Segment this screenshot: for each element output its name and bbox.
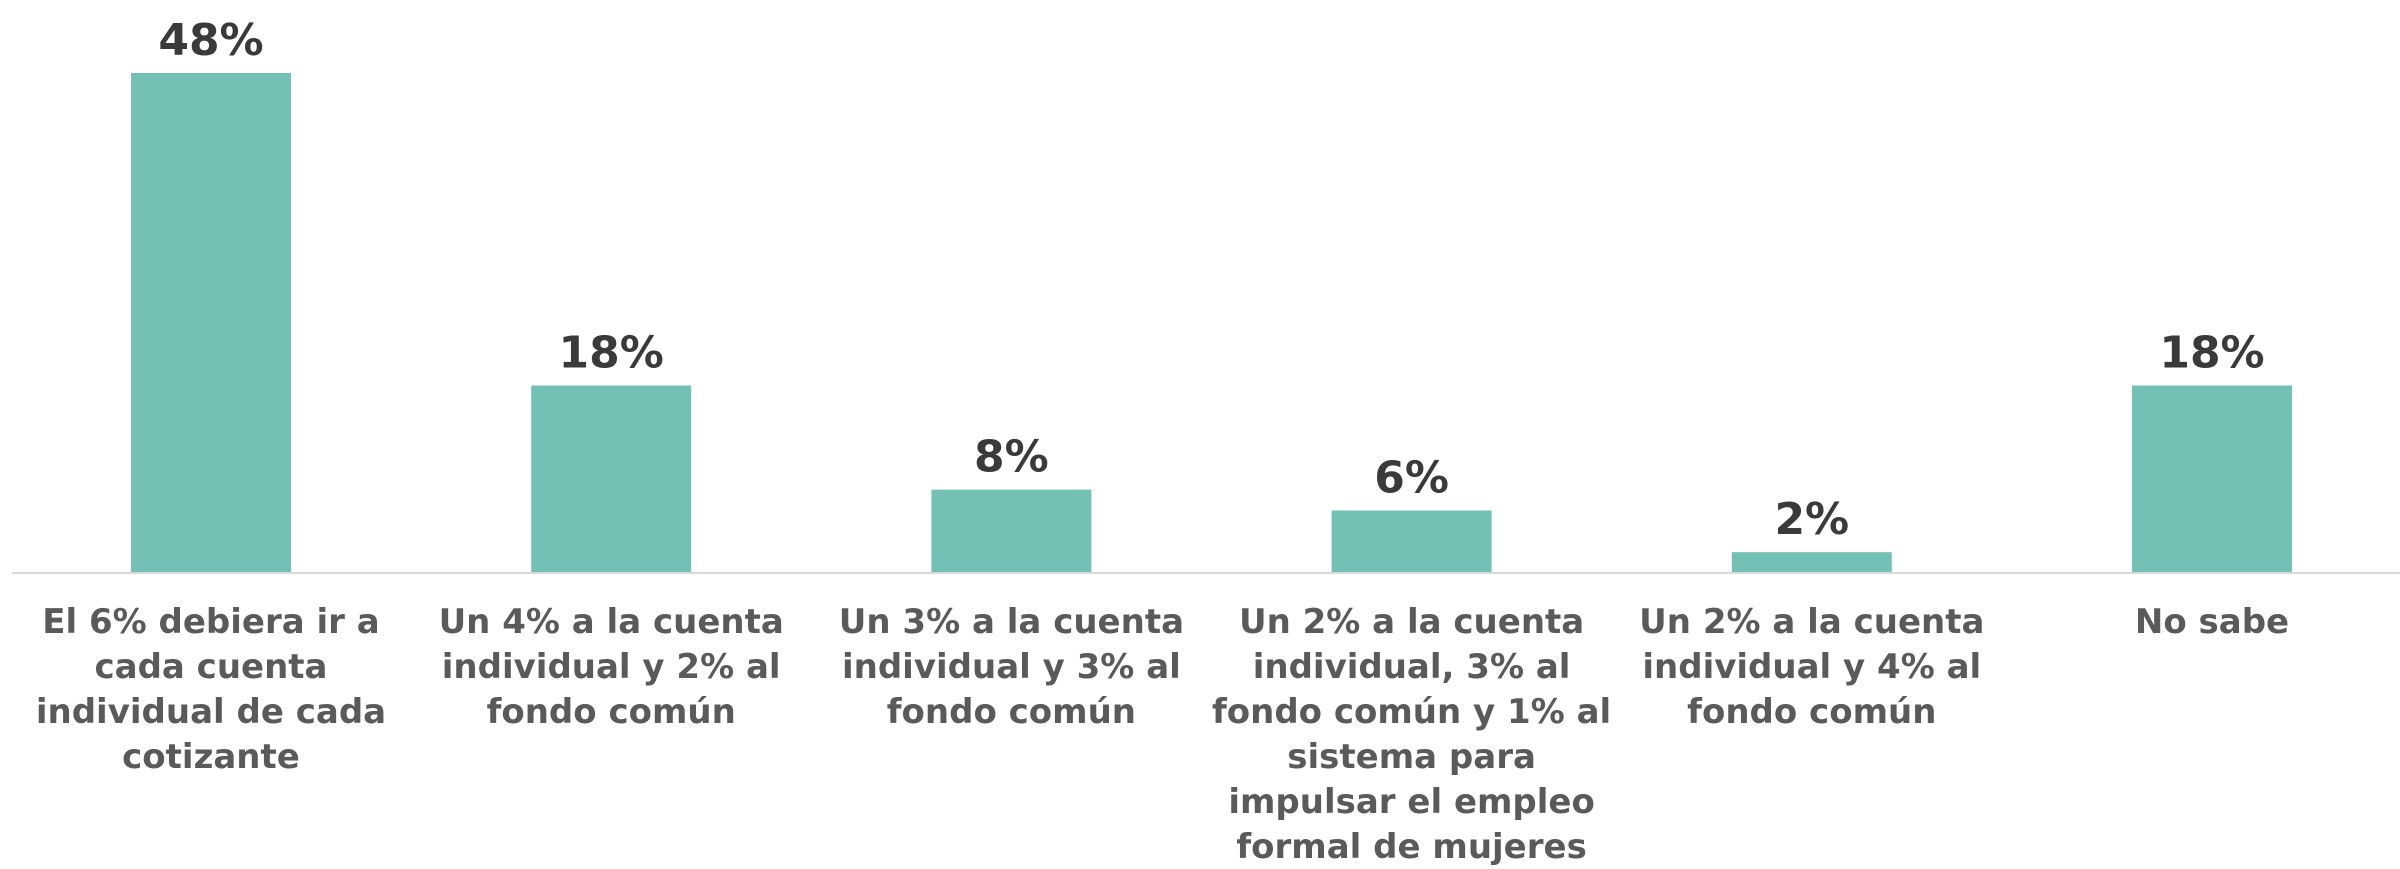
value-label-5: 2% bbox=[1774, 494, 1849, 545]
bars-group bbox=[131, 73, 2292, 573]
value-label-3: 8% bbox=[974, 432, 1049, 483]
category-label-line: fondo común bbox=[1687, 692, 1936, 732]
bar-5 bbox=[1731, 552, 1892, 573]
value-label-2: 18% bbox=[559, 328, 664, 379]
category-label-line: fondo común bbox=[887, 692, 1136, 732]
category-label-line: No sabe bbox=[2135, 602, 2289, 642]
category-label-line: individual, 3% al bbox=[1253, 647, 1571, 687]
category-label-line: cada cuenta bbox=[94, 647, 327, 687]
category-label-1: El 6% debiera ir a cada cuenta individual … bbox=[36, 602, 386, 777]
category-label-line: formal de mujeres bbox=[1236, 827, 1586, 867]
category-label-line: Un 3% a la cuenta bbox=[839, 602, 1184, 642]
category-label-4: Un 2% a la cuenta individual, 3% al fondo … bbox=[1212, 602, 1611, 867]
category-label-line: individual de cada bbox=[36, 692, 386, 732]
bar-6 bbox=[2132, 385, 2292, 573]
category-label-line: Un 2% a la cuenta bbox=[1639, 602, 1984, 642]
category-label-line: cotizante bbox=[122, 737, 300, 777]
value-label-6: 18% bbox=[2159, 328, 2264, 379]
category-label-line: Un 2% a la cuenta bbox=[1239, 602, 1584, 642]
bar-3 bbox=[931, 489, 1092, 573]
value-label-1: 48% bbox=[158, 15, 263, 66]
category-label-line: individual y 4% al bbox=[1642, 647, 1981, 687]
category-label-line: fondo común bbox=[487, 692, 736, 732]
category-label-line: Un 4% a la cuenta bbox=[439, 602, 784, 642]
category-label-2: Un 4% a la cuenta individual y 2% al fondo… bbox=[439, 602, 784, 732]
category-label-line: El 6% debiera ir a bbox=[42, 602, 379, 642]
bar-4 bbox=[1331, 510, 1492, 573]
value-label-4: 6% bbox=[1374, 453, 1449, 504]
bar-1 bbox=[131, 73, 291, 573]
category-label-3: Un 3% a la cuenta individual y 3% al fondo… bbox=[839, 602, 1184, 732]
bar-2 bbox=[531, 385, 692, 573]
value-labels-group: 48% 18% 8% 6% 2% 18% bbox=[158, 15, 2264, 545]
category-label-line: individual y 2% al bbox=[442, 647, 781, 687]
category-label-line: sistema para bbox=[1287, 737, 1536, 777]
category-label-5: Un 2% a la cuenta individual y 4% al fondo… bbox=[1639, 602, 1984, 732]
category-labels-group: El 6% debiera ir a cada cuenta individual … bbox=[36, 602, 2289, 867]
category-label-line: impulsar el empleo bbox=[1228, 782, 1595, 822]
category-label-line: fondo común y 1% al bbox=[1212, 692, 1611, 732]
category-label-line: individual y 3% al bbox=[842, 647, 1181, 687]
category-label-6: No sabe bbox=[2135, 602, 2289, 642]
